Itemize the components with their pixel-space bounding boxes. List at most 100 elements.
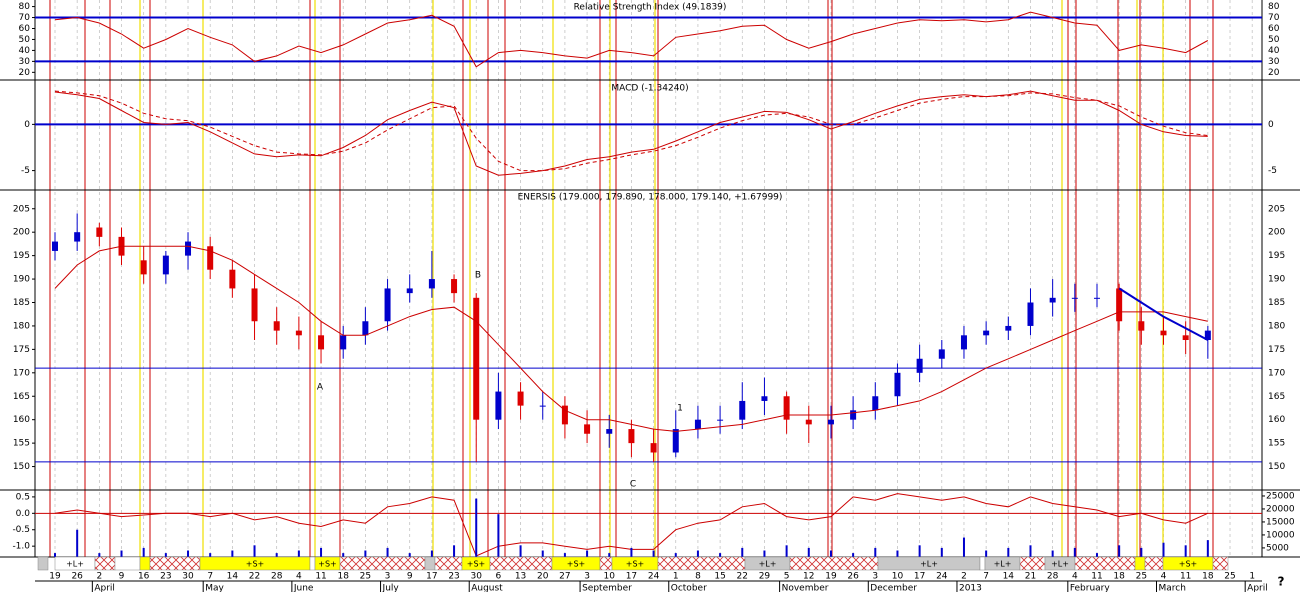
volume-bar [209, 553, 212, 557]
candle-body [850, 410, 857, 420]
x-tick-label: 28 [271, 572, 283, 582]
y-tick-label: 185 [1268, 298, 1285, 308]
signal-label: +L+ [994, 560, 1012, 569]
signal-segment [309, 556, 316, 571]
y2-tick-label: 15000 [1266, 517, 1295, 527]
candle-body [805, 419, 812, 425]
signal-segment [94, 556, 116, 571]
volume-bar [1206, 540, 1209, 557]
signal-segment [339, 556, 426, 571]
candle-body [584, 424, 591, 434]
month-label: June [293, 584, 314, 592]
month-label: November [782, 584, 829, 592]
signal-segment [149, 556, 201, 571]
candle-body [207, 246, 214, 270]
x-tick-label: 7 [983, 572, 989, 582]
series-line [54, 245, 1208, 432]
x-tick-label: 18 [337, 572, 349, 582]
x-tick-label: 4 [296, 572, 302, 582]
candle-body [428, 279, 435, 289]
candle-body [694, 419, 701, 430]
signal-label: +S+ [246, 560, 264, 569]
signal-segment [1134, 556, 1146, 571]
y-tick-label: 150 [1268, 462, 1285, 472]
y-tick-label: 155 [13, 439, 30, 449]
x-tick-label: 16 [138, 572, 150, 582]
x-tick-label: 17 [426, 572, 437, 582]
candle-body [1160, 330, 1167, 336]
candle-body [561, 405, 568, 425]
y-tick-label: 185 [13, 298, 30, 308]
volume-bar [940, 547, 943, 557]
candle-body [717, 419, 724, 421]
y-tick-label: -5 [1268, 166, 1277, 176]
volume-bar [696, 550, 699, 557]
volume-bar [741, 547, 744, 557]
candle-body [162, 255, 169, 275]
y-tick-label: 175 [13, 345, 30, 355]
x-tick-label: 15 [714, 572, 725, 582]
x-tick-label: 27 [559, 572, 570, 582]
x-tick-label: 3 [385, 572, 391, 582]
x-tick-label: 3 [872, 572, 878, 582]
volume-bar [1029, 545, 1032, 557]
signal-label: +S+ [318, 560, 336, 569]
y-tick-label: 20 [1268, 68, 1280, 78]
x-tick-label: 29 [759, 572, 771, 582]
volume-bar [497, 514, 500, 557]
volume-bar [98, 553, 101, 557]
month-label: December [870, 584, 917, 592]
signal-segment [789, 556, 879, 571]
month-label: October [671, 584, 707, 592]
signal-segment [657, 556, 746, 571]
candle-body [872, 396, 879, 411]
x-tick-label: 11 [1091, 572, 1102, 582]
volume-bar [187, 550, 190, 557]
volume-bar [719, 553, 722, 557]
candle-body [451, 279, 458, 294]
y2-tick-label: 5000 [1266, 543, 1289, 553]
candle-body [672, 429, 679, 453]
x-tick-label: 26 [847, 572, 859, 582]
y2-tick-label: 10000 [1266, 530, 1295, 540]
volume-bar [386, 547, 389, 557]
volume-bar [1073, 547, 1076, 557]
y-tick-label: 155 [1268, 439, 1285, 449]
y-tick-label: 60 [1268, 24, 1280, 34]
candle-body [1204, 330, 1211, 340]
signal-label: +L+ [66, 560, 84, 569]
signal-segment [1144, 556, 1164, 571]
candle-body [1138, 321, 1145, 331]
signal-segment [599, 556, 613, 571]
volume-bar [674, 553, 677, 557]
y-tick-label: 160 [1268, 415, 1285, 425]
x-tick-label: 26 [71, 572, 83, 582]
panel-title: MACD (-1.34240) [611, 84, 688, 94]
candle-body [739, 400, 746, 420]
y-tick-label: -0.5 [12, 525, 30, 535]
series-line [54, 90, 1208, 176]
candle-body [495, 391, 502, 420]
y-tick-label: 150 [13, 462, 30, 472]
y-tick-label: 60 [19, 24, 31, 34]
candle-body [783, 396, 790, 420]
month-label: 2013 [959, 584, 982, 592]
y-tick-label: 180 [13, 321, 30, 331]
x-tick-label: 24 [936, 572, 948, 582]
candle-body [273, 321, 280, 331]
volume-bar [652, 550, 655, 557]
volume-bar [475, 498, 478, 557]
volume-bar [785, 545, 788, 557]
volume-bar [918, 545, 921, 557]
x-tick-label: 22 [737, 572, 748, 582]
y-tick-label: 160 [13, 415, 30, 425]
y-tick-label: -1.0 [12, 542, 30, 552]
candle-body [1027, 302, 1034, 326]
x-tick-label: 19 [825, 572, 837, 582]
y-tick-label: 0.5 [16, 492, 30, 502]
x-tick-label: 25 [360, 572, 371, 582]
volume-bar [430, 550, 433, 557]
volume-bar [408, 553, 411, 557]
signal-segment [979, 556, 986, 571]
